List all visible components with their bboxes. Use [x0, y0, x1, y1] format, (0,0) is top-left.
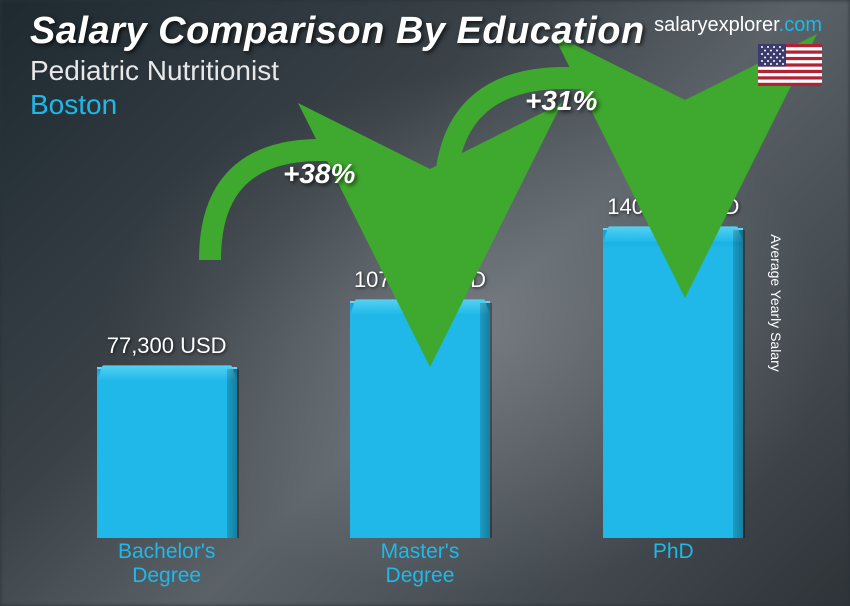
x-label: Bachelor'sDegree — [67, 540, 267, 588]
x-label: PhD — [573, 540, 773, 588]
brand-suffix: .com — [779, 14, 822, 36]
y-axis-label: Average Yearly Salary — [767, 234, 783, 372]
x-label: Master'sDegree — [320, 540, 520, 588]
location: Boston — [30, 89, 830, 121]
increase-label-1: +38% — [283, 158, 355, 190]
brand-label: salaryexplorer.com — [654, 14, 822, 37]
bar-chart: 77,300 USD 107,000 USD 140,000 USD Bache… — [40, 160, 800, 588]
brand-prefix: salaryexplorer — [654, 14, 779, 36]
bar-value: 77,300 USD — [107, 333, 227, 359]
bar — [97, 367, 237, 538]
flag-icon — [758, 44, 822, 86]
bar-value: 140,000 USD — [607, 194, 739, 220]
x-labels: Bachelor'sDegree Master'sDegree PhD — [40, 540, 800, 588]
bar — [350, 301, 490, 538]
bars-container: 77,300 USD 107,000 USD 140,000 USD — [40, 160, 800, 538]
job-title: Pediatric Nutritionist — [30, 55, 830, 87]
bar-group: 140,000 USD — [573, 194, 773, 538]
bar-group: 107,000 USD — [320, 267, 520, 538]
bar — [603, 228, 743, 538]
bar-value: 107,000 USD — [354, 267, 486, 293]
bar-group: 77,300 USD — [67, 333, 267, 538]
